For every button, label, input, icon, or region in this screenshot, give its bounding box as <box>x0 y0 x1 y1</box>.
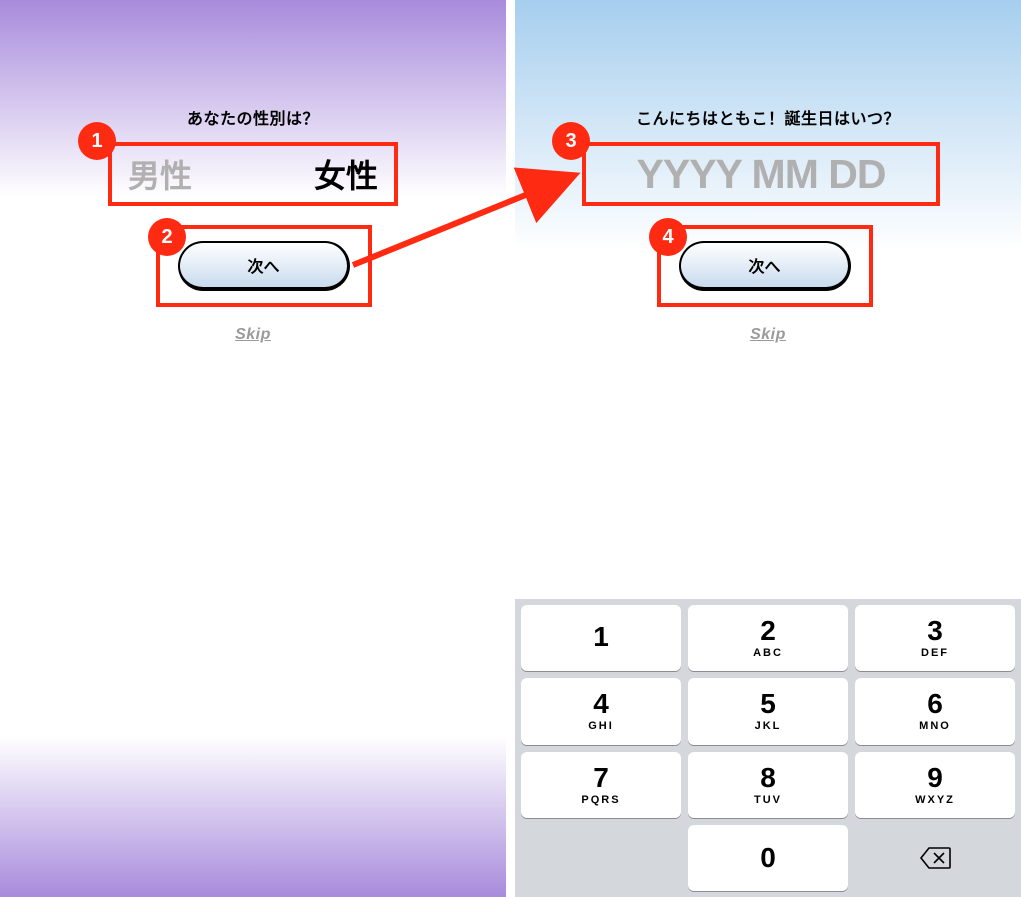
next-button-right[interactable]: 次へ <box>679 241 851 291</box>
next-button-highlight-left: 次へ <box>156 225 372 307</box>
key-backspace[interactable] <box>855 825 1015 891</box>
gender-question: あなたの性別は？ <box>0 105 506 129</box>
key-8[interactable]: 8TUV <box>688 752 848 818</box>
key-4[interactable]: 4GHI <box>521 678 681 744</box>
key-7[interactable]: 7PQRS <box>521 752 681 818</box>
birthday-placeholder: YYYY MM DD <box>637 151 886 198</box>
key-2[interactable]: 2ABC <box>688 605 848 671</box>
annotation-badge-2: 2 <box>148 218 186 256</box>
skip-link-right[interactable]: Skip <box>515 326 1021 344</box>
key-blank <box>521 825 681 891</box>
key-6[interactable]: 6MNO <box>855 678 1015 744</box>
numeric-keypad: 1 2ABC 3DEF 4GHI 5JKL 6MNO 7PQRS 8TUV 9W… <box>515 599 1021 897</box>
key-0[interactable]: 0 <box>688 825 848 891</box>
birthday-question: こんにちはともこ！誕生日はいつ？ <box>515 105 1021 129</box>
skip-link-left[interactable]: Skip <box>0 326 506 344</box>
backspace-icon <box>919 846 951 870</box>
gender-option-male[interactable]: 男性 <box>128 151 192 197</box>
key-1[interactable]: 1 <box>521 605 681 671</box>
key-9[interactable]: 9WXYZ <box>855 752 1015 818</box>
annotation-badge-1: 1 <box>78 122 116 160</box>
next-button-highlight-right: 次へ <box>657 225 873 307</box>
key-5[interactable]: 5JKL <box>688 678 848 744</box>
annotation-badge-4: 4 <box>649 218 687 256</box>
annotation-badge-3: 3 <box>552 122 590 160</box>
gender-selector[interactable]: 男性 女性 <box>108 142 398 206</box>
birthday-input[interactable]: YYYY MM DD <box>582 142 940 206</box>
key-3[interactable]: 3DEF <box>855 605 1015 671</box>
next-button-left[interactable]: 次へ <box>178 241 350 291</box>
gender-option-female[interactable]: 女性 <box>314 151 378 197</box>
gender-screen: あなたの性別は？ Skip <box>0 0 506 897</box>
